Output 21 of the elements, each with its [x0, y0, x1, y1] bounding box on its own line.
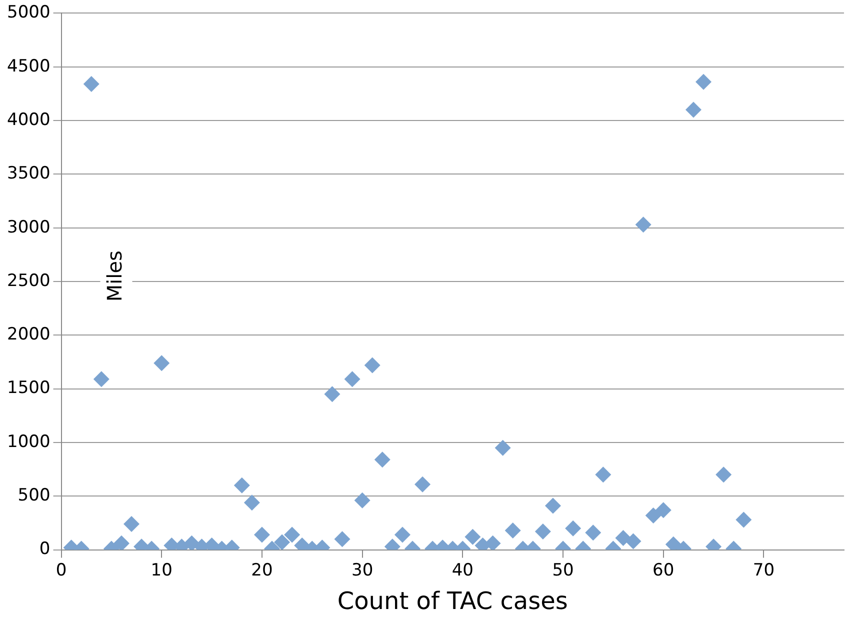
y-tick-label: 4000	[7, 110, 50, 130]
y-tick-label: 0	[39, 539, 50, 560]
y-tick-label: 5000	[7, 2, 50, 23]
x-tick-label: 10	[150, 560, 172, 580]
y-tick-label: 2500	[7, 270, 50, 291]
y-tick-label: 1500	[7, 378, 50, 398]
y-axis-title: Miles	[102, 250, 126, 302]
x-tick-label: 70	[752, 560, 775, 580]
x-tick-label: 30	[351, 560, 374, 580]
y-tick-label: 2000	[7, 324, 50, 345]
x-tick-label: 20	[251, 560, 273, 580]
x-axis-title: Count of TAC cases	[337, 586, 568, 615]
y-tick-label: 4500	[7, 56, 50, 76]
y-tick-label: 1000	[7, 432, 50, 452]
x-tick-label: 50	[552, 560, 574, 580]
y-tick-label: 3500	[7, 164, 50, 184]
y-tick-label: 500	[18, 486, 50, 506]
y-tick-label: 3000	[7, 217, 50, 238]
x-tick-label: 40	[452, 560, 474, 580]
x-tick-label: 0	[56, 560, 67, 580]
x-tick-label: 60	[652, 560, 674, 580]
